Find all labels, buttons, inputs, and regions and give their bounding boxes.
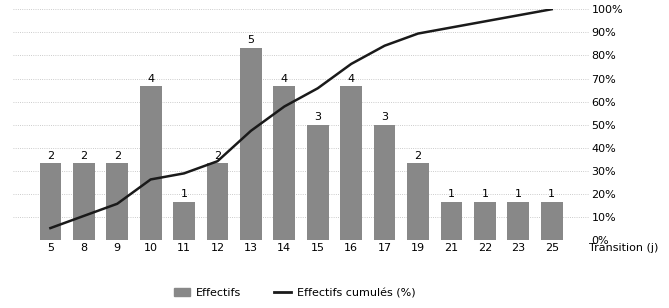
Bar — [274, 86, 295, 240]
Bar — [407, 163, 429, 240]
Bar — [307, 125, 328, 240]
Text: 3: 3 — [381, 112, 388, 122]
Text: 2: 2 — [415, 151, 421, 161]
Text: 4: 4 — [348, 74, 355, 84]
Bar — [240, 48, 262, 240]
Bar — [39, 163, 62, 240]
Text: 2: 2 — [114, 151, 121, 161]
Bar — [207, 163, 228, 240]
Text: 3: 3 — [314, 112, 321, 122]
Bar — [341, 86, 362, 240]
Bar — [73, 163, 95, 240]
Bar — [173, 202, 195, 240]
Bar — [474, 202, 496, 240]
Bar — [541, 202, 563, 240]
Text: 1: 1 — [482, 189, 488, 200]
Text: 1: 1 — [514, 189, 522, 200]
Bar — [106, 163, 128, 240]
Bar — [441, 202, 462, 240]
Text: 2: 2 — [214, 151, 221, 161]
Text: 4: 4 — [281, 74, 288, 84]
Text: 2: 2 — [80, 151, 88, 161]
Bar — [374, 125, 395, 240]
Text: 1: 1 — [181, 189, 187, 200]
Legend: Effectifs, Effectifs cumulés (%): Effectifs, Effectifs cumulés (%) — [169, 283, 419, 302]
Text: 1: 1 — [548, 189, 555, 200]
Text: 4: 4 — [147, 74, 155, 84]
Text: 2: 2 — [47, 151, 54, 161]
Bar — [507, 202, 529, 240]
Text: Transition (j): Transition (j) — [589, 243, 658, 253]
Text: 1: 1 — [448, 189, 455, 200]
Text: 5: 5 — [248, 35, 254, 46]
Bar — [140, 86, 161, 240]
